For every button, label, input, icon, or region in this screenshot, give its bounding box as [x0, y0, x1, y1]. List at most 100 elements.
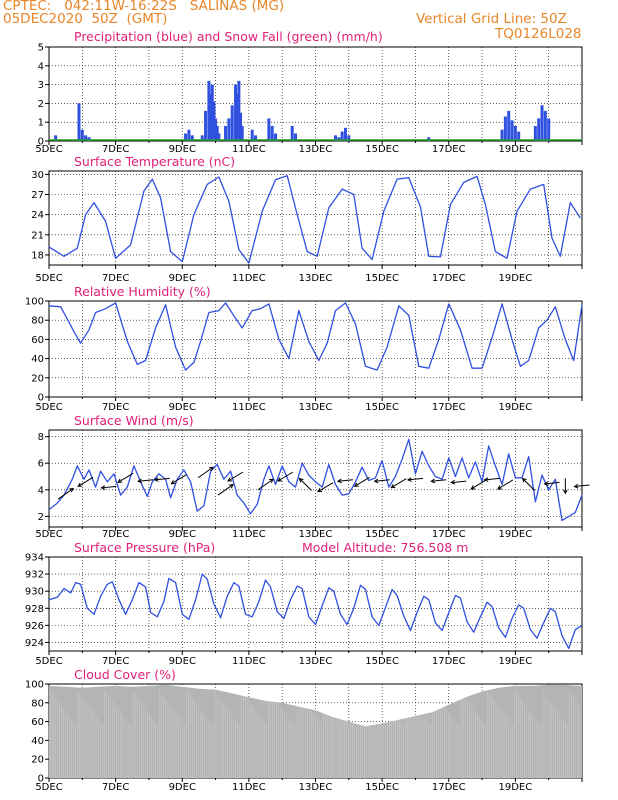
- xtick-label: 13DEC: [299, 402, 333, 413]
- xtick-label: 15DEC: [365, 782, 399, 793]
- precip-bar: [239, 112, 243, 141]
- precip-bar: [84, 135, 88, 141]
- wind-arrow: [227, 471, 244, 482]
- ytick-label: 40: [31, 736, 44, 747]
- wind-arrow-head: [317, 487, 323, 493]
- wind-arrow: [354, 476, 370, 487]
- precip-bar: [543, 110, 547, 141]
- ytick-label: 5: [38, 43, 44, 54]
- xtick-label: 13DEC: [299, 273, 333, 284]
- ytick-label: 930: [25, 587, 44, 598]
- precip-bar: [427, 137, 431, 141]
- xtick-label: 13DEC: [299, 782, 333, 793]
- precip-bar: [215, 125, 219, 141]
- wind-arrow: [337, 479, 354, 482]
- wind-arrow-head: [353, 482, 359, 487]
- wind-arrow-head: [336, 478, 342, 484]
- wind-arrow: [299, 478, 312, 491]
- ytick-label: 926: [25, 621, 44, 632]
- series-line: [48, 175, 581, 264]
- wind-arrow: [197, 466, 214, 479]
- xtick-label: 17DEC: [432, 782, 466, 793]
- ytick-label: 100: [25, 680, 44, 691]
- wind-arrow-head: [298, 477, 304, 483]
- precip-bar: [517, 131, 521, 141]
- wind-arrow: [484, 477, 500, 481]
- panel-0: 0 1 2 3 4 5 5DEC 7DEC 9DEC 11DEC 13DEC 15DEC 17DEC 19…: [35, 29, 583, 155]
- ytick-label: 0: [38, 774, 44, 785]
- ytick-label: 80: [31, 698, 44, 709]
- wind-arrow-head: [269, 478, 274, 484]
- xtick-label: 19DEC: [499, 273, 533, 284]
- wind-arrow-head: [430, 478, 436, 484]
- wind-arrow: [57, 488, 74, 500]
- wind-arrow-head: [521, 477, 527, 483]
- precip-bar: [54, 135, 58, 141]
- precip-bar: [240, 125, 244, 141]
- xtick-label: 11DEC: [232, 782, 266, 793]
- panel-title: Surface Wind (m/s): [74, 413, 194, 428]
- ytick-label: 27: [31, 190, 44, 201]
- xtick-label: 19DEC: [499, 402, 533, 413]
- precip-bar: [237, 80, 241, 141]
- precip-bar: [274, 133, 278, 141]
- xtick-label: 15DEC: [365, 656, 399, 667]
- panel-frame: [48, 46, 583, 142]
- precip-bar: [503, 116, 507, 141]
- precip-bar: [500, 129, 504, 141]
- wind-arrow: [470, 479, 487, 490]
- xtick-label: 15DEC: [365, 144, 399, 155]
- wind-arrow-head: [77, 482, 83, 487]
- wind-arrow-head: [227, 477, 233, 482]
- ytick-label: 2: [38, 512, 44, 523]
- wind-arrow-head: [117, 478, 123, 483]
- ytick-label: 4: [38, 485, 44, 496]
- precip-bar: [204, 110, 208, 141]
- xtick-label: 5DEC: [35, 144, 62, 155]
- ytick-label: 6: [38, 459, 44, 470]
- ytick-label: 934: [25, 553, 44, 564]
- panel-title: Relative Humidity (%): [74, 284, 211, 299]
- wind-arrow-head: [373, 478, 379, 484]
- wind-arrow-head: [69, 487, 75, 493]
- xtick-label: 9DEC: [169, 782, 196, 793]
- panel-title: Surface Pressure (hPa): [74, 540, 215, 555]
- ytick-label: 8: [38, 432, 44, 443]
- xtick-label: 9DEC: [169, 656, 196, 667]
- panel-frame: [48, 170, 583, 266]
- precip-bar: [209, 94, 213, 141]
- precip-bar: [510, 120, 514, 141]
- wind-arrow: [407, 477, 423, 481]
- wind-arrow-head: [170, 479, 176, 485]
- xtick-label: 19DEC: [499, 656, 533, 667]
- wind-arrow-head: [209, 466, 214, 472]
- xtick-label: 11DEC: [232, 656, 266, 667]
- wind-arrow: [374, 479, 390, 482]
- precip-bar: [270, 125, 274, 141]
- wind-arrow-head: [229, 483, 234, 489]
- wind-arrow: [277, 471, 294, 482]
- precip-bar: [267, 118, 271, 141]
- xtick-label: 7DEC: [102, 782, 129, 793]
- panel-subtitle: Model Altitude: 756.508 m: [302, 540, 468, 555]
- xtick-label: 7DEC: [102, 529, 129, 540]
- precip-bar: [254, 135, 258, 141]
- xtick-label: 15DEC: [365, 529, 399, 540]
- precip-bar: [210, 84, 214, 141]
- ytick-label: 20: [31, 755, 44, 766]
- panel-5: 0 20 40 60 80 100 5DEC 7DEC 9DEC 11DEC 13DEC 15DEC 1…: [25, 667, 583, 793]
- precip-bar: [234, 84, 238, 141]
- xtick-label: 13DEC: [299, 529, 333, 540]
- ytick-label: 2: [38, 99, 44, 110]
- precip-bar: [80, 129, 84, 141]
- precip-bar: [337, 137, 341, 141]
- wind-arrow: [497, 479, 514, 490]
- xtick-label: 17DEC: [432, 656, 466, 667]
- precip-bar: [294, 133, 298, 141]
- wind-arrow-head: [390, 483, 396, 489]
- precip-bar: [513, 125, 517, 141]
- xtick-label: 19DEC: [499, 782, 533, 793]
- precip-bar: [540, 105, 544, 141]
- wind-arrow-head: [100, 485, 106, 490]
